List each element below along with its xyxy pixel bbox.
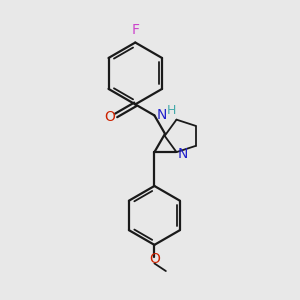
Text: H: H xyxy=(167,103,176,117)
Text: O: O xyxy=(149,252,160,266)
Text: N: N xyxy=(178,148,188,161)
Text: F: F xyxy=(131,23,139,37)
Text: N: N xyxy=(157,108,167,122)
Text: O: O xyxy=(104,110,115,124)
